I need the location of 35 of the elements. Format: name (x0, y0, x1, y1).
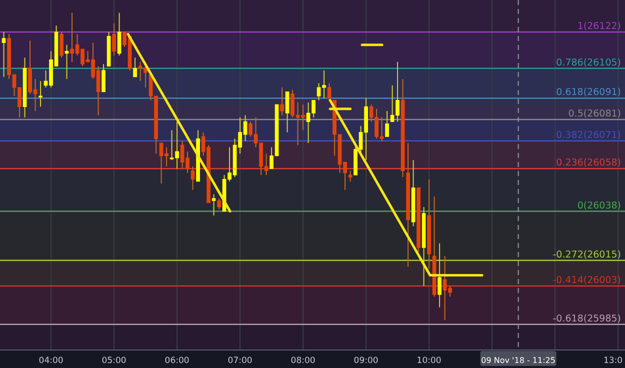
candlestick (190, 166, 195, 190)
candlestick (60, 32, 64, 58)
candlestick (2, 32, 6, 78)
ref-line-label: 0.382(26071) (556, 130, 621, 141)
candlestick (385, 110, 389, 138)
ref-line-label: 0.786(26105) (556, 57, 621, 68)
candlestick (112, 22, 116, 56)
x-tick-label: 08:00 (290, 356, 316, 366)
x-tick-label: 06:00 (164, 356, 190, 366)
candlestick (133, 57, 137, 78)
candlestick (38, 80, 42, 108)
ref-line-label: -0.272(26015) (552, 249, 621, 260)
ref-line-label: 0.236(26058) (556, 158, 621, 169)
x-tick-label: 07:00 (228, 356, 252, 366)
text: 09 Nov '18 - 11:25 (481, 356, 556, 365)
ref-line-label: 0.618(26091) (556, 87, 621, 98)
ref-line-label: 0.5(26081) (568, 108, 621, 120)
ref-line-label: 0(26038) (577, 200, 621, 212)
candlestick (438, 242, 442, 308)
candlestick (327, 82, 332, 101)
x-tick-label: 05:00 (102, 356, 126, 366)
candlestick (348, 170, 352, 182)
candlestick (212, 194, 216, 216)
ref-line-label: -0.618(25985) (552, 313, 621, 324)
x-tick-label: 10:00 (416, 356, 442, 366)
candlestick (280, 87, 284, 116)
ref-line-label: -0.414(26003) (552, 274, 621, 286)
candlestick (217, 198, 221, 210)
x-tick-label: 09:00 (354, 356, 378, 366)
ref-line-label: 1(26122) (577, 21, 621, 32)
x-tick-label: 04:00 (38, 356, 64, 366)
candlestick (117, 12, 122, 56)
x-tick-label: 13:0 (603, 356, 623, 366)
candlestick (285, 91, 290, 133)
candlestick (102, 64, 106, 92)
